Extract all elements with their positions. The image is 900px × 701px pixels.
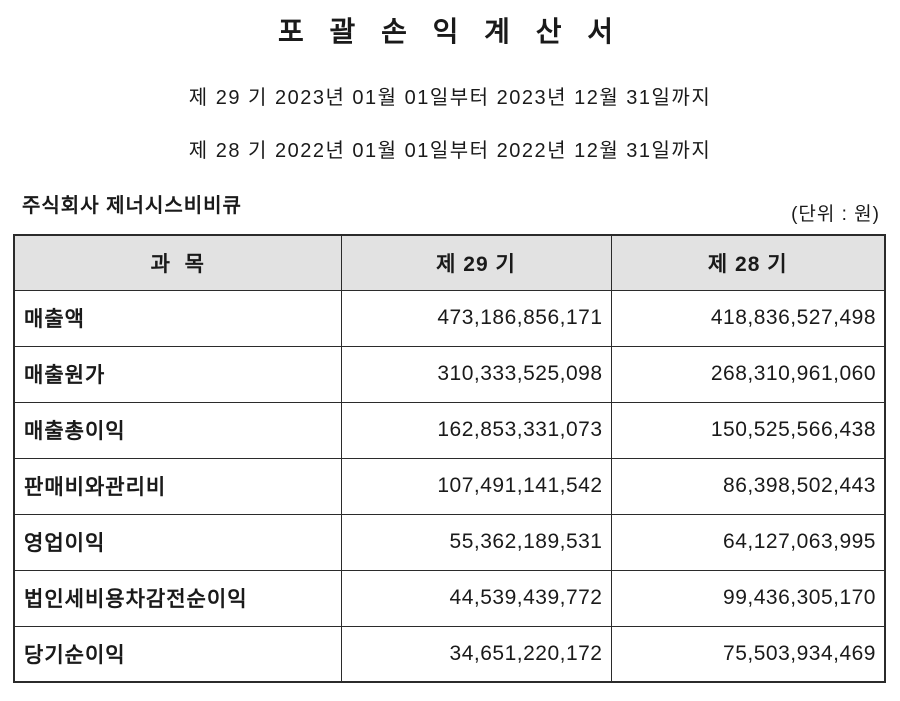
row-label: 법인세비용차감전순이익 [13, 569, 342, 627]
income-statement-table: 과 목 제 29 기 제 28 기 매출액 473,186,856,171 41… [13, 234, 886, 683]
row-label: 매출총이익 [13, 401, 342, 459]
table-row: 법인세비용차감전순이익 44,539,439,772 99,436,305,17… [13, 569, 886, 627]
header-term-28: 제 28 기 [610, 234, 886, 291]
amount-term-28: 418,836,527,498 [610, 289, 886, 347]
period-line-term-29: 제 29 기 2023년 01월 01일부터 2023년 12월 31일까지 [188, 87, 712, 109]
table-row: 당기순이익 34,651,220,172 75,503,934,469 [13, 625, 886, 683]
amount-term-29: 107,491,141,542 [340, 457, 612, 515]
meta-row: 주식회사 제너시스비비큐 (단위 : 원) [0, 180, 900, 225]
amount-term-28: 150,525,566,438 [610, 401, 886, 459]
amount-term-29: 473,186,856,171 [340, 289, 612, 347]
row-label: 영업이익 [13, 513, 342, 571]
table-row: 영업이익 55,362,189,531 64,127,063,995 [13, 513, 886, 571]
page-title: 포 괄 손 익 계 산 서 [278, 16, 622, 47]
header-term-29: 제 29 기 [340, 234, 612, 291]
amount-term-29: 55,362,189,531 [340, 513, 612, 571]
table-row: 매출원가 310,333,525,098 268,310,961,060 [13, 345, 886, 403]
amount-term-29: 162,853,331,073 [340, 401, 612, 459]
amount-term-29: 310,333,525,098 [340, 345, 612, 403]
unit-note: (단위 : 원) [791, 204, 880, 225]
amount-term-29: 44,539,439,772 [340, 569, 612, 627]
company-name: 주식회사 제너시스비비큐 [22, 195, 242, 217]
amount-term-29: 34,651,220,172 [340, 625, 612, 683]
table-row: 매출총이익 162,853,331,073 150,525,566,438 [13, 401, 886, 459]
row-label: 당기순이익 [13, 625, 342, 683]
amount-term-28: 268,310,961,060 [610, 345, 886, 403]
table-header-row: 과 목 제 29 기 제 28 기 [13, 234, 886, 291]
header-account: 과 목 [13, 234, 342, 291]
amount-term-28: 99,436,305,170 [610, 569, 886, 627]
amount-term-28: 86,398,502,443 [610, 457, 886, 515]
table-row: 매출액 473,186,856,171 418,836,527,498 [13, 289, 886, 347]
amount-term-28: 64,127,063,995 [610, 513, 886, 571]
table-row: 판매비와관리비 107,491,141,542 86,398,502,443 [13, 457, 886, 515]
amount-term-28: 75,503,934,469 [610, 625, 886, 683]
row-label: 판매비와관리비 [13, 457, 342, 515]
period-line-term-28: 제 28 기 2022년 01월 01일부터 2022년 12월 31일까지 [188, 140, 712, 162]
row-label: 매출원가 [13, 345, 342, 403]
row-label: 매출액 [13, 289, 342, 347]
